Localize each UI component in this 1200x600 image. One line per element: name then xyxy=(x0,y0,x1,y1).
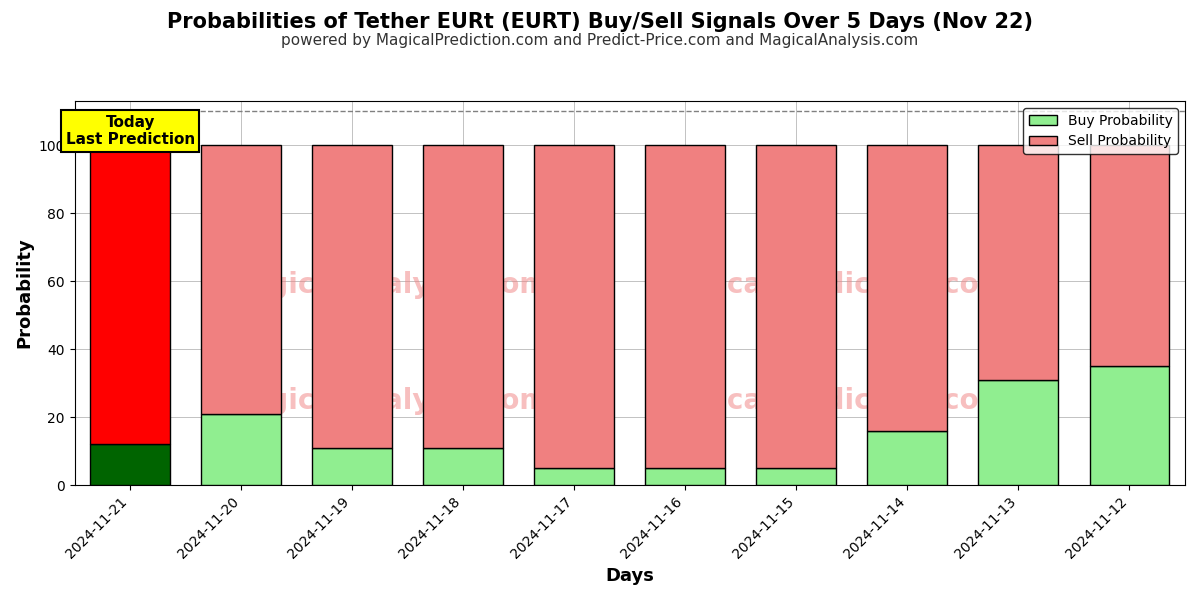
Text: Probabilities of Tether EURt (EURT) Buy/Sell Signals Over 5 Days (Nov 22): Probabilities of Tether EURt (EURT) Buy/… xyxy=(167,12,1033,32)
Bar xyxy=(756,145,836,468)
Bar xyxy=(646,468,725,485)
Bar xyxy=(646,145,725,468)
Text: Today
Last Prediction: Today Last Prediction xyxy=(66,115,194,147)
Text: MagicalPrediction.com: MagicalPrediction.com xyxy=(652,271,1008,299)
Bar xyxy=(1090,145,1170,366)
Text: MagicalAnalysis.com: MagicalAnalysis.com xyxy=(222,271,548,299)
Bar xyxy=(312,448,392,485)
Bar xyxy=(978,145,1058,380)
Bar xyxy=(868,431,947,485)
Bar xyxy=(424,145,503,448)
X-axis label: Days: Days xyxy=(605,567,654,585)
Text: MagicalPrediction.com: MagicalPrediction.com xyxy=(652,386,1008,415)
Bar xyxy=(202,414,281,485)
Bar xyxy=(534,468,614,485)
Bar xyxy=(868,145,947,431)
Bar xyxy=(202,145,281,414)
Text: MagicalAnalysis.com: MagicalAnalysis.com xyxy=(222,386,548,415)
Bar xyxy=(1090,366,1170,485)
Y-axis label: Probability: Probability xyxy=(16,238,34,349)
Text: powered by MagicalPrediction.com and Predict-Price.com and MagicalAnalysis.com: powered by MagicalPrediction.com and Pre… xyxy=(281,33,919,48)
Bar xyxy=(534,145,614,468)
Bar xyxy=(312,145,392,448)
Bar xyxy=(90,444,170,485)
Bar xyxy=(424,448,503,485)
Bar xyxy=(978,380,1058,485)
Legend: Buy Probability, Sell Probability: Buy Probability, Sell Probability xyxy=(1024,108,1178,154)
Bar xyxy=(756,468,836,485)
Bar xyxy=(90,145,170,444)
